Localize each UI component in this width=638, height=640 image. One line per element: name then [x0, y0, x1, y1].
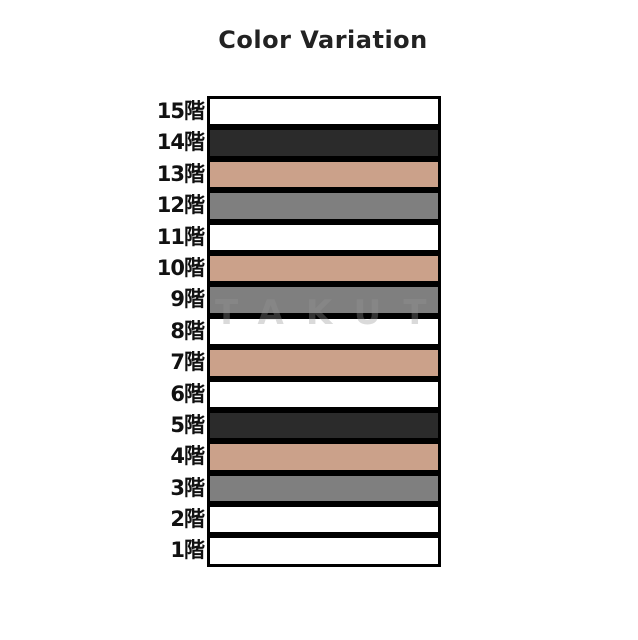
floor-label: 10階	[156, 255, 205, 280]
floor-label: 4階	[170, 444, 205, 469]
floor-color-swatch	[210, 507, 438, 533]
diagram-title: Color Variation	[218, 26, 428, 54]
floor-color-swatch	[210, 444, 438, 470]
floor-color-swatch	[210, 161, 438, 188]
color-stack	[207, 96, 441, 567]
floor-label: 15階	[156, 99, 205, 123]
floor-color-swatch	[210, 287, 438, 313]
floor-color-swatch	[210, 130, 438, 156]
floor-label: 11階	[156, 224, 205, 249]
floor-color-swatch	[210, 224, 438, 250]
floor-label: 1階	[170, 538, 205, 563]
floor-label: 13階	[156, 161, 205, 186]
floor-label: 9階	[170, 287, 205, 312]
floor-color-swatch	[210, 99, 438, 125]
floor-color-swatch	[210, 538, 438, 564]
floor-label: 2階	[170, 507, 205, 532]
floor-color-swatch	[210, 318, 438, 345]
floor-color-swatch	[210, 350, 438, 376]
floor-label: 12階	[156, 193, 205, 218]
floor-label: 6階	[170, 381, 205, 406]
floor-label: 3階	[170, 475, 205, 500]
floor-color-swatch	[210, 412, 438, 439]
floor-label: 8階	[170, 318, 205, 343]
floor-color-swatch	[210, 475, 438, 502]
floor-label: 14階	[156, 130, 205, 155]
floor-color-swatch	[210, 193, 438, 219]
floor-color-swatch	[210, 381, 438, 407]
floor-label: 5階	[170, 412, 205, 437]
floor-color-swatch	[210, 255, 438, 282]
floor-labels: 15階 14階 13階 12階 11階 10階 9階 8階 7階 6階 5階 4階 3階 2階 1階	[120, 96, 205, 567]
floor-label: 7階	[170, 350, 205, 375]
